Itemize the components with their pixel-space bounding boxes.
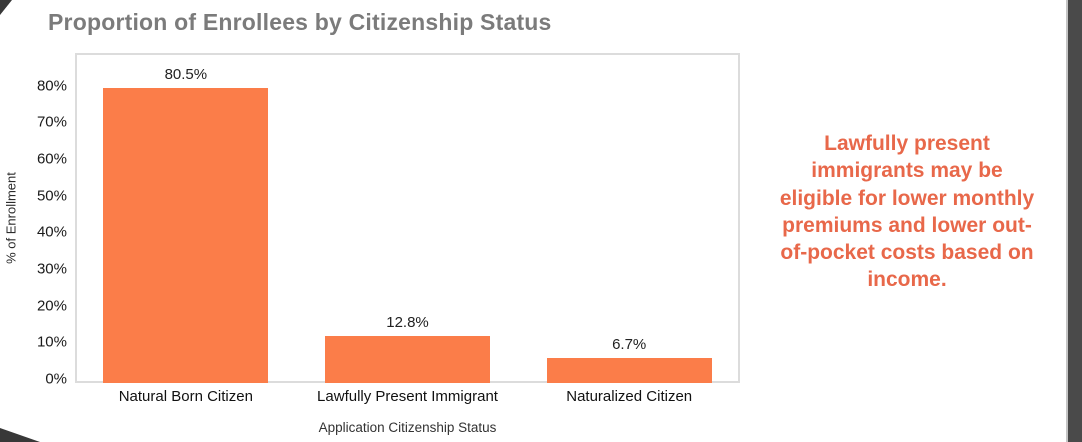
category-label: Lawfully Present Immigrant <box>317 388 498 405</box>
bars-row: 80.5% 12.8% 6.7% <box>75 53 740 383</box>
chart-title: Proportion of Enrollees by Citizenship S… <box>48 9 552 35</box>
y-tick-label: 70% <box>36 113 67 131</box>
category-label: Natural Born Citizen <box>118 388 253 405</box>
x-axis-title: Application Citizenship Status <box>318 420 497 435</box>
y-tick-label: 10% <box>36 333 67 351</box>
bar-value-label: 6.7% <box>612 336 647 354</box>
y-tick-label: 80% <box>36 77 67 95</box>
bar-slot: 6.7% <box>518 53 740 383</box>
category-label: Naturalized Citizen <box>566 388 693 405</box>
screenshot-right-edge <box>1066 0 1082 442</box>
y-tick-label: 60% <box>36 150 67 168</box>
bar-slot: 80.5% <box>75 53 297 383</box>
y-tick-label: 30% <box>36 260 67 278</box>
bar-value-label: 12.8% <box>386 314 429 332</box>
bar <box>546 358 712 383</box>
screenshot-corner-mark-bottom-left <box>0 428 40 442</box>
y-tick-labels: 0% 10% 20% 30% 40% 50% 60% 70% 80% <box>0 53 67 387</box>
bar <box>103 87 269 383</box>
screenshot-corner-mark-top-left <box>0 0 12 15</box>
annotation-line: income. <box>867 268 947 292</box>
bar <box>325 336 490 383</box>
category-labels-row: Natural Born Citizen Lawfully Present Imm… <box>75 388 740 405</box>
annotation-line: premiums and lower out- <box>782 213 1032 237</box>
y-tick-label: 50% <box>36 187 67 205</box>
y-tick-label: 0% <box>45 370 67 388</box>
annotation-text: Lawfully present immigrants may be eligi… <box>756 130 1058 294</box>
annotation-line: Lawfully present <box>824 132 990 155</box>
annotation-line: eligible for lower monthly <box>779 186 1035 210</box>
y-tick-label: 20% <box>36 297 67 315</box>
bar-slot: 12.8% <box>297 53 519 383</box>
annotation-line: of-pocket costs based on <box>780 241 1034 265</box>
annotation-line: immigrants may be <box>811 159 1003 183</box>
bar-value-label: 80.5% <box>164 65 208 83</box>
y-tick-label: 40% <box>36 223 67 241</box>
